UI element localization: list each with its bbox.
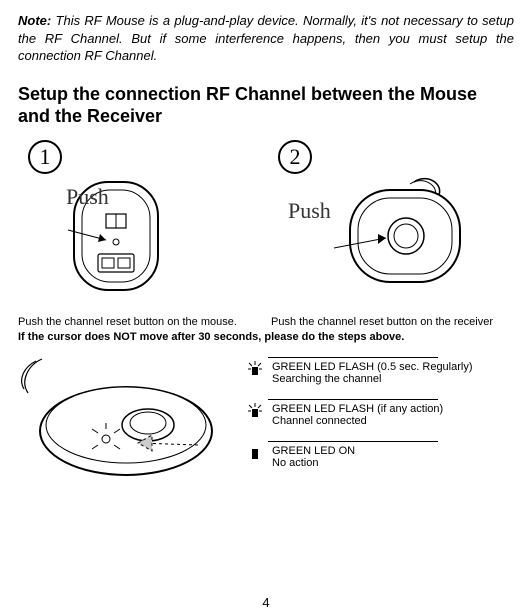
section-heading: Setup the connection RF Channel between … [18, 83, 514, 128]
led-flash-icon [246, 359, 264, 377]
led-a-line1: GREEN LED FLASH (0.5 sec. Regularly) [272, 361, 514, 373]
step-2-number: 2 [278, 140, 312, 174]
led-status-list: GREEN LED FLASH (0.5 sec. Regularly) Sea… [246, 353, 514, 493]
step-2-caption: Push the channel reset button on the rec… [271, 315, 514, 329]
led-c-line1: GREEN LED ON [272, 445, 514, 457]
mouse-diagram [28, 176, 198, 296]
led-b-line1: GREEN LED FLASH (if any action) [272, 403, 514, 415]
step-1-number: 1 [28, 140, 62, 174]
step-diagrams-row: 1 Push 2 Push [28, 140, 514, 301]
led-section: GREEN LED FLASH (0.5 sec. Regularly) Sea… [18, 353, 514, 493]
receiver-top-diagram [278, 176, 478, 296]
led-item-on: GREEN LED ON No action [246, 441, 514, 469]
led-flash-icon [246, 401, 264, 419]
note-paragraph: Note: This RF Mouse is a plug-and-play d… [18, 12, 514, 65]
push-label-1: Push [66, 184, 109, 210]
step-1-block: 1 Push [28, 140, 248, 301]
retry-instruction: If the cursor does NOT move after 30 sec… [18, 331, 514, 343]
page-number: 4 [0, 595, 532, 610]
led-item-flash-action: GREEN LED FLASH (if any action) Channel … [246, 399, 514, 427]
push-label-2: Push [288, 198, 331, 224]
note-body: This RF Mouse is a plug-and-play device.… [18, 13, 514, 63]
step-captions: Push the channel reset button on the mou… [18, 315, 514, 329]
step-2-block: 2 Push [278, 140, 498, 301]
note-label: Note: [18, 13, 51, 28]
receiver-perspective-diagram [18, 353, 228, 493]
led-b-line2: Channel connected [272, 415, 514, 427]
led-on-icon [246, 443, 264, 461]
led-c-line2: No action [272, 457, 514, 469]
led-item-flash-regular: GREEN LED FLASH (0.5 sec. Regularly) Sea… [246, 357, 514, 385]
led-a-line2: Searching the channel [272, 373, 514, 385]
step-1-caption: Push the channel reset button on the mou… [18, 315, 261, 329]
